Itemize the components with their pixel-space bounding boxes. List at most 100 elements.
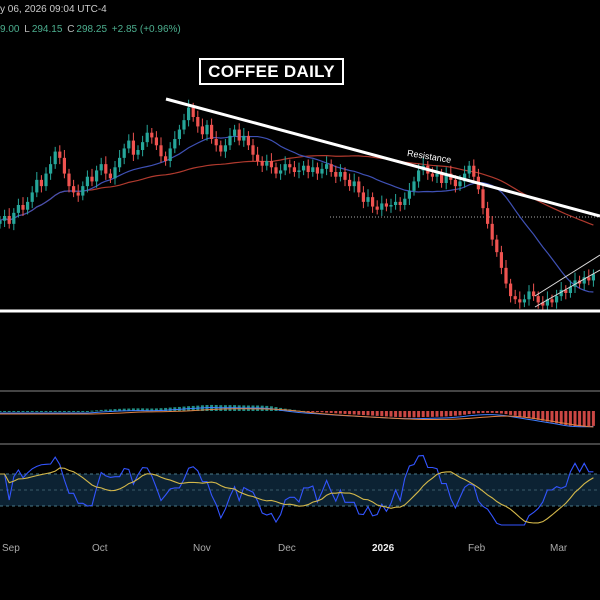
macd-histogram-bar [131, 408, 135, 411]
candle-body [164, 156, 168, 161]
candle-body [251, 145, 255, 155]
month-label-nov: Nov [193, 543, 211, 554]
candle-body [274, 167, 278, 174]
macd-histogram-bar [3, 411, 7, 412]
candle-body [136, 150, 140, 155]
candle-body [407, 190, 411, 199]
macd-histogram-bar [504, 411, 508, 415]
macd-histogram-bar [398, 411, 402, 418]
macd-histogram-bar [7, 411, 11, 412]
candle-body [311, 167, 315, 172]
candle-body [26, 201, 30, 210]
candle-body [555, 296, 559, 303]
candle-body [348, 179, 352, 187]
candle-body [357, 181, 361, 193]
candle-body [582, 277, 586, 284]
candle-body [292, 167, 296, 172]
macd-histogram-bar [348, 411, 352, 415]
macd-histogram-bar [81, 411, 85, 412]
candle-body [168, 148, 172, 161]
macd-histogram-bar [453, 411, 457, 416]
month-label-dec: Dec [278, 543, 296, 554]
candle-body [398, 201, 402, 205]
candle-body [325, 164, 329, 169]
chart-title: COFFEE DAILY [199, 58, 344, 85]
macd-histogram-bar [568, 411, 572, 426]
macd-histogram-bar [522, 411, 526, 418]
candle-body [329, 164, 333, 172]
candle-body [481, 189, 485, 209]
candle-body [334, 172, 338, 177]
candle-body [440, 173, 444, 183]
candle-body [403, 198, 407, 205]
macd-histogram-bar [49, 411, 53, 412]
macd-histogram-bar [527, 411, 531, 419]
macd-histogram-bar [154, 408, 158, 411]
macd-histogram-bar [555, 411, 559, 424]
macd-histogram-bar [127, 408, 131, 411]
candle-body [458, 181, 462, 187]
candle-body [380, 203, 384, 210]
candle-body [430, 173, 434, 177]
macd-histogram-bar [449, 411, 453, 417]
macd-histogram-bar [90, 410, 94, 412]
candle-body [81, 186, 85, 196]
candle-body [99, 164, 103, 171]
candle-body [182, 120, 186, 130]
candle-body [127, 140, 131, 149]
candle-body [541, 302, 545, 306]
macd-signal-line [0, 408, 594, 428]
macd-histogram-bar [315, 411, 319, 412]
macd-histogram-bar [150, 408, 154, 411]
rsi-ma-line [0, 467, 594, 524]
candle-body [302, 165, 306, 171]
ma-slow-line [0, 155, 594, 226]
macd-histogram-bar [495, 411, 499, 414]
macd-histogram-bar [329, 411, 333, 413]
candle-body [210, 124, 214, 139]
macd-histogram-bar [421, 411, 425, 418]
candle-body [463, 173, 467, 182]
macd-histogram-bar [536, 411, 540, 420]
candle-body [504, 267, 508, 284]
macd-histogram-bar [311, 411, 315, 412]
macd-histogram-bar [118, 408, 122, 411]
macd-line [0, 407, 594, 428]
macd-histogram-bar [108, 409, 112, 411]
candle-body [283, 164, 287, 171]
candle-body [361, 192, 365, 202]
candle-body [509, 283, 513, 297]
candle-body [214, 139, 218, 146]
candle-body [435, 173, 439, 177]
candle-body [375, 206, 379, 210]
candle-body [39, 179, 43, 187]
candle-body [412, 181, 416, 191]
candle-body [315, 167, 319, 174]
wedge-lower-line [534, 269, 600, 308]
candle-body [444, 173, 448, 183]
candle-body [269, 161, 273, 168]
macd-histogram-bar [113, 409, 117, 411]
candle-body [237, 129, 241, 141]
candle-body [16, 205, 20, 213]
macd-histogram-bar [26, 411, 30, 412]
macd-histogram-bar [366, 411, 370, 416]
macd-histogram-bar [122, 408, 126, 411]
ohlc-low-label: L [24, 24, 30, 35]
candle-body [384, 203, 388, 207]
candle-body [177, 129, 181, 139]
macd-histogram-bar [444, 411, 448, 417]
macd-histogram-bar [389, 411, 393, 417]
candle-body [21, 205, 25, 210]
candle-body [495, 239, 499, 253]
candle-body [118, 157, 122, 168]
candle-body [389, 205, 393, 207]
candle-body [527, 291, 531, 300]
macd-histogram-bar [394, 411, 398, 417]
candle-body [518, 299, 522, 303]
macd-histogram-bar [513, 411, 517, 416]
macd-histogram-bar [21, 411, 25, 412]
month-label-mar: Mar [550, 543, 568, 554]
